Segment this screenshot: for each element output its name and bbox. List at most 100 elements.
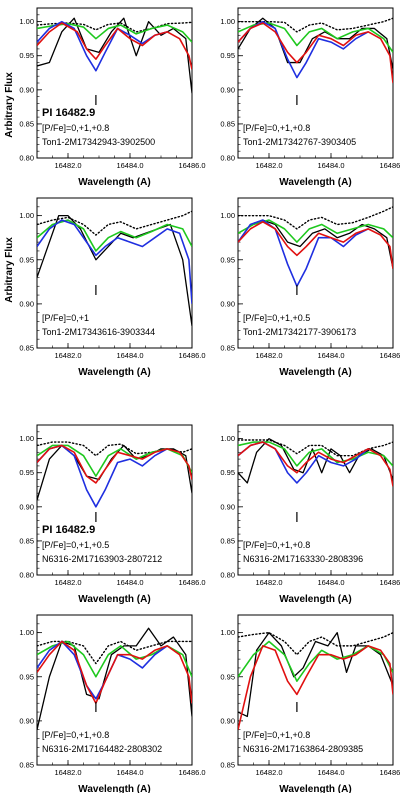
x-tick-label: 16484.0	[317, 578, 344, 587]
panel-6: 16482.0 16484.0 16486.0 0.80 0.85 0.90 0.95 1.0…	[220, 424, 400, 605]
series-blue-line	[37, 20, 168, 72]
x-tick-label: 16484.0	[116, 161, 143, 170]
series-red-line	[238, 221, 393, 269]
y-tick-label: 1.00	[220, 628, 235, 637]
y-tick-label: 0.90	[19, 502, 34, 511]
y-tick-label: 0.90	[220, 502, 235, 511]
y-tick-label: 0.95	[220, 672, 235, 681]
panel-1: 16482.0 16484.0 16486.0 0.80 0.85 0.90 0.95 1.0…	[19, 7, 206, 188]
x-tick-label: 16486.0	[379, 351, 400, 360]
ylabel-bottom: Arbitrary Flux	[4, 237, 15, 303]
series-red-line	[37, 22, 192, 70]
x-tick-label: 16482.0	[255, 578, 282, 587]
series-dotted-line	[238, 206, 393, 230]
x-tick-label: 16486.0	[178, 768, 205, 777]
star-label: N6316-2M17164482-2808302	[42, 744, 162, 754]
param-label: [P/Fe]=0,+1,+0.5	[42, 540, 109, 550]
star-label: N6316-2M17163864-2809385	[243, 744, 363, 754]
series-green-line	[238, 441, 393, 467]
x-tick-label: 16482.0	[54, 161, 81, 170]
x-tick-label: 16486.0	[178, 351, 205, 360]
x-tick-label: 16482.0	[255, 351, 282, 360]
param-label: [P/Fe]=0,+1,+0.5	[243, 313, 310, 323]
x-axis-label: Wavelength (A)	[279, 594, 351, 605]
series-black-line	[37, 215, 192, 327]
series-dotted-line	[238, 631, 393, 656]
series-red-line	[37, 640, 192, 705]
y-tick-label: 0.90	[220, 299, 235, 308]
param-label: [P/Fe]=0,+1,+0.8	[42, 730, 109, 740]
series-green-line	[37, 219, 192, 252]
y-tick-label: 0.90	[220, 85, 235, 94]
y-tick-label: 0.85	[220, 344, 235, 353]
ylabel-top: Arbitrary Flux	[4, 72, 15, 138]
y-tick-label: 1.00	[220, 434, 235, 443]
series-blue-line	[238, 441, 369, 484]
x-tick-label: 16482.0	[54, 578, 81, 587]
star-label: Ton1-2M17343616-3903344	[42, 327, 155, 337]
y-tick-label: 1.00	[220, 211, 235, 220]
y-tick-label: 0.85	[19, 761, 34, 770]
x-tick-label: 16484.0	[317, 161, 344, 170]
x-axis-label: Wavelength (A)	[78, 784, 150, 793]
y-tick-label: 0.90	[19, 716, 34, 725]
x-tick-label: 16486.0	[178, 578, 205, 587]
y-tick-label: 0.80	[19, 571, 34, 580]
x-tick-label: 16482.0	[54, 351, 81, 360]
y-tick-label: 0.85	[220, 119, 235, 128]
y-tick-label: 1.00	[19, 434, 34, 443]
y-tick-label: 0.90	[19, 85, 34, 94]
series-red-line	[37, 444, 192, 484]
series-green-line	[238, 219, 393, 243]
panel-4: 16482.0 16484.0 16486.0 0.85 0.90 0.95 1.00 [P/…	[220, 197, 400, 378]
y-tick-label: 0.80	[220, 154, 235, 163]
param-label: [P/Fe]=0,+1,+0.8	[243, 123, 310, 133]
y-tick-label: 0.95	[220, 255, 235, 264]
y-tick-label: 0.95	[19, 51, 34, 60]
series-red-line	[238, 22, 393, 84]
panel-8: 16482.0 16484.0 16486.0 0.85 0.90 0.95 1.00 [P/…	[220, 614, 400, 793]
y-tick-label: 0.80	[220, 571, 235, 580]
x-tick-label: 16484.0	[116, 578, 143, 587]
series-black-line	[238, 632, 393, 718]
panel-title: PI 16482.9	[42, 524, 95, 536]
y-tick-label: 0.95	[19, 468, 34, 477]
y-tick-label: 1.00	[220, 17, 235, 26]
y-tick-label: 0.95	[19, 672, 34, 681]
y-tick-label: 1.00	[19, 211, 34, 220]
y-tick-label: 0.90	[19, 299, 34, 308]
panel-2: 16482.0 16484.0 16486.0 0.80 0.85 0.90 0.95 1.0…	[220, 7, 400, 188]
param-label: [P/Fe]=0,+1,+0.8	[243, 540, 310, 550]
x-axis-label: Wavelength (A)	[279, 784, 351, 793]
panel-7: 16482.0 16484.0 16486.0 0.85 0.90 0.95 1.00 [P/…	[19, 614, 206, 793]
y-tick-label: 0.85	[19, 119, 34, 128]
x-tick-label: 16484.0	[116, 351, 143, 360]
plot-frame	[36, 614, 193, 766]
x-axis-label: Wavelength (A)	[78, 367, 150, 378]
y-tick-label: 0.85	[19, 344, 34, 353]
x-tick-label: 16484.0	[317, 768, 344, 777]
x-tick-label: 16486.0	[379, 161, 400, 170]
panel-3: 16482.0 16484.0 16486.0 0.85 0.90 0.95 1.00 [P/…	[19, 197, 206, 378]
series-black-line	[37, 17, 192, 94]
y-tick-label: 0.95	[19, 255, 34, 264]
series-blue-line	[37, 219, 192, 304]
series-red-line	[238, 645, 393, 730]
star-label: N6316-2M17163903-2807212	[42, 554, 162, 564]
x-axis-label: Wavelength (A)	[78, 594, 150, 605]
series-blue-line	[238, 20, 369, 79]
y-tick-label: 0.85	[220, 536, 235, 545]
x-axis-label: Wavelength (A)	[279, 177, 351, 188]
x-tick-label: 16482.0	[255, 161, 282, 170]
y-tick-label: 1.00	[19, 17, 34, 26]
star-label: Ton1-2M17342177-3906173	[243, 327, 356, 337]
x-tick-label: 16486.0	[379, 768, 400, 777]
x-axis-label: Wavelength (A)	[78, 177, 150, 188]
panel-title: PI 16482.9	[42, 107, 95, 119]
y-tick-label: 0.95	[220, 468, 235, 477]
x-tick-label: 16486.0	[178, 161, 205, 170]
y-tick-label: 1.00	[19, 628, 34, 637]
star-label: Ton1-2M17342767-3903405	[243, 137, 356, 147]
x-tick-label: 16486.0	[379, 578, 400, 587]
param-label: [P/Fe]=0,+1	[42, 313, 89, 323]
